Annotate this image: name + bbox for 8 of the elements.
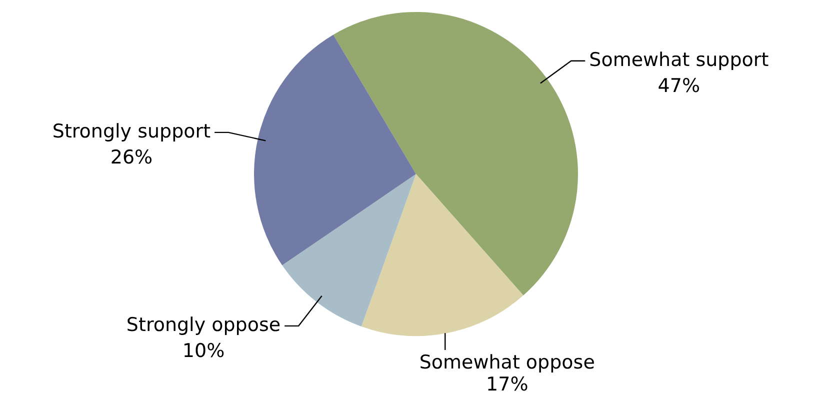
slice-label: Strongly support xyxy=(52,120,211,142)
slice-label: Somewhat support xyxy=(589,48,769,71)
data-label: 26% xyxy=(110,146,153,168)
data-label: 47% xyxy=(658,74,700,97)
data-label: 17% xyxy=(486,373,528,396)
data-label: 10% xyxy=(182,340,225,362)
slice-label: Somewhat oppose xyxy=(419,351,595,374)
slice-label: Strongly oppose xyxy=(126,314,281,336)
